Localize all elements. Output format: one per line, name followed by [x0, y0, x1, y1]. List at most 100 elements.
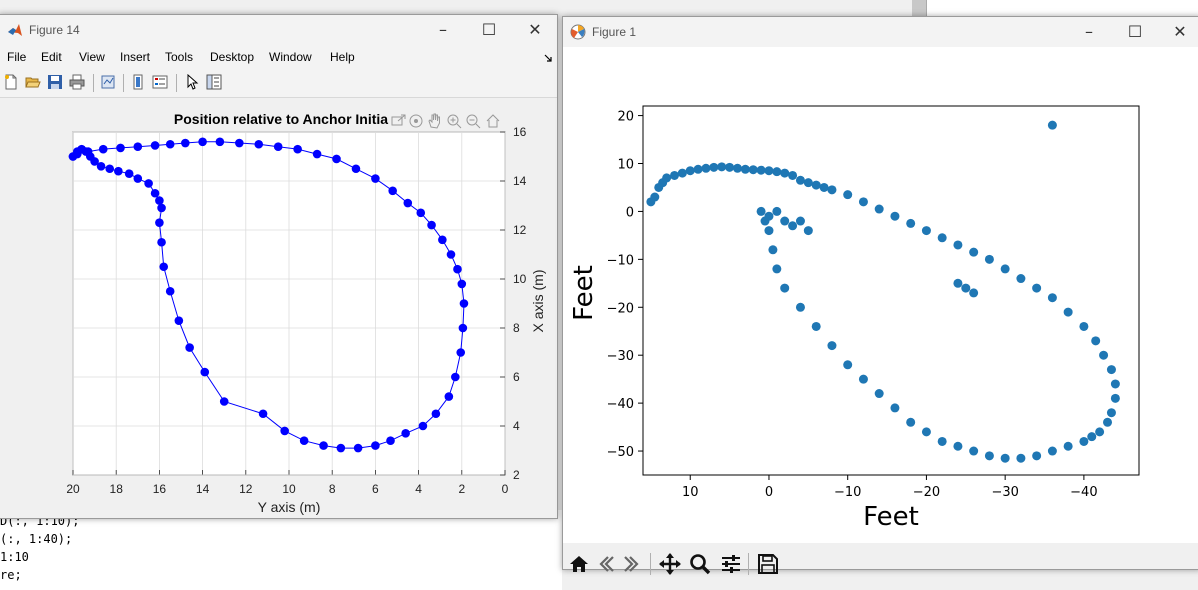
new-figure-icon[interactable] — [3, 74, 19, 90]
data-point — [1087, 432, 1097, 442]
axes-box — [642, 105, 1140, 476]
background-window-edge — [912, 0, 926, 16]
pan-icon[interactable] — [659, 553, 681, 575]
matlab-logo-icon — [8, 24, 22, 36]
pan-icon[interactable] — [428, 113, 440, 129]
menu-window[interactable]: Window — [269, 50, 312, 64]
background-window — [926, 0, 1198, 16]
menu-help[interactable]: Help — [330, 50, 355, 64]
data-point — [874, 204, 884, 214]
x-tick-labels: 10 0 −10 −20 −30 −40 — [682, 475, 1098, 500]
home-icon[interactable] — [486, 114, 500, 128]
x-tick-label: 0 — [502, 482, 509, 496]
data-point — [150, 188, 160, 198]
data-point — [984, 254, 994, 264]
zoom-out-icon[interactable] — [466, 114, 481, 129]
data-point — [98, 144, 108, 154]
data-point — [83, 147, 93, 156]
data-point — [725, 162, 735, 172]
matlab-figure-canvas: Position relative to Anchor Initia 20 18 1… — [0, 98, 557, 518]
minimize-button[interactable]: – — [1085, 22, 1093, 41]
matlab-titlebar[interactable]: Figure 14 – ☐ ✕ — [0, 15, 557, 45]
back-icon[interactable] — [595, 553, 617, 575]
data-point — [96, 162, 106, 171]
close-button[interactable]: ✕ — [528, 20, 542, 39]
data-point — [438, 235, 447, 245]
export-icon[interactable] — [391, 114, 406, 126]
data-point — [937, 436, 947, 446]
pointer-icon[interactable] — [184, 74, 200, 90]
data-point — [811, 180, 821, 190]
data-point — [312, 149, 322, 159]
data-point — [803, 226, 813, 236]
x-tick-label: 6 — [372, 482, 379, 496]
matplotlib-figure-window[interactable]: Figure 1 – ☐ ✕ 10 0 −10 −20 −30 −40 20 10 0 −10 −… — [562, 16, 1198, 575]
minimize-button[interactable]: – — [439, 20, 447, 39]
y-tick-label: −40 — [607, 397, 634, 412]
data-point — [811, 321, 821, 331]
y-tick-label: −10 — [607, 253, 634, 268]
data-point — [446, 250, 456, 259]
print-icon[interactable] — [69, 74, 85, 90]
data-point — [984, 451, 994, 461]
data-point — [827, 185, 837, 195]
save-icon[interactable] — [757, 553, 779, 575]
data-point — [453, 264, 462, 274]
open-file-icon[interactable] — [25, 74, 41, 90]
data-point — [1110, 379, 1120, 389]
mpl-plot[interactable]: 10 0 −10 −20 −30 −40 20 10 0 −10 −20 −30 −40 −50 Fee… — [563, 47, 1198, 543]
data-point — [701, 163, 711, 173]
data-point — [458, 323, 468, 333]
menu-insert[interactable]: Insert — [120, 50, 151, 64]
menu-tools[interactable]: Tools — [165, 50, 194, 64]
menu-file[interactable]: File — [7, 50, 27, 64]
data-point — [819, 182, 829, 192]
configure-subplots-icon[interactable] — [720, 553, 742, 575]
command-window[interactable]: D(:, 1:10); (:, 1:40); 1:10 re; — [0, 510, 562, 590]
data-point — [157, 237, 166, 247]
x-tick-label: −40 — [1070, 485, 1097, 500]
data-point — [371, 441, 380, 450]
link-plot-icon[interactable] — [100, 74, 116, 90]
data-point — [1047, 446, 1057, 456]
data-point — [235, 138, 244, 148]
maximize-button[interactable]: ☐ — [481, 20, 497, 39]
matlab-figure-window[interactable]: Figure 14 – ☐ ✕ File Edit View Insert To… — [0, 14, 558, 519]
menu-desktop[interactable]: Desktop — [210, 50, 255, 64]
data-point — [827, 341, 837, 351]
legend-icon[interactable] — [152, 74, 168, 90]
zoom-icon[interactable] — [689, 553, 711, 575]
data-point — [159, 262, 169, 272]
data-point — [732, 163, 742, 173]
maximize-button[interactable]: ☐ — [1127, 22, 1143, 41]
property-editor-icon[interactable] — [206, 74, 222, 90]
mpl-titlebar[interactable]: Figure 1 – ☐ ✕ — [563, 17, 1198, 47]
colorbar-icon[interactable] — [130, 74, 146, 90]
forward-icon[interactable] — [621, 553, 643, 575]
menu-edit[interactable]: Edit — [41, 50, 62, 64]
matlab-plot[interactable]: Position relative to Anchor Initia 20 18 1… — [0, 98, 557, 518]
data-point — [336, 443, 346, 453]
brush-icon[interactable] — [409, 114, 423, 128]
zoom-in-icon[interactable] — [447, 114, 462, 129]
save-icon[interactable] — [47, 74, 63, 90]
data-point — [416, 208, 426, 218]
x-tick-label: 2 — [458, 482, 465, 496]
mpl-window-title: Figure 1 — [592, 25, 637, 39]
data-point — [332, 154, 341, 164]
data-point — [1063, 441, 1073, 451]
home-icon[interactable] — [568, 553, 590, 575]
menu-view[interactable]: View — [79, 50, 105, 64]
x-tick-label: 10 — [682, 485, 699, 500]
data-point — [650, 192, 660, 202]
matplotlib-logo-icon — [570, 24, 586, 40]
data-point — [1000, 453, 1010, 463]
data-point — [740, 164, 750, 174]
y-tick-label: 2 — [513, 468, 520, 482]
dock-arrow-icon[interactable] — [544, 54, 552, 62]
data-point — [185, 343, 194, 352]
close-button[interactable]: ✕ — [1173, 22, 1187, 41]
x-tick-label: 4 — [415, 482, 422, 496]
data-point — [662, 173, 672, 183]
matlab-menubar: File Edit View Insert Tools Desktop Wind… — [0, 45, 557, 69]
